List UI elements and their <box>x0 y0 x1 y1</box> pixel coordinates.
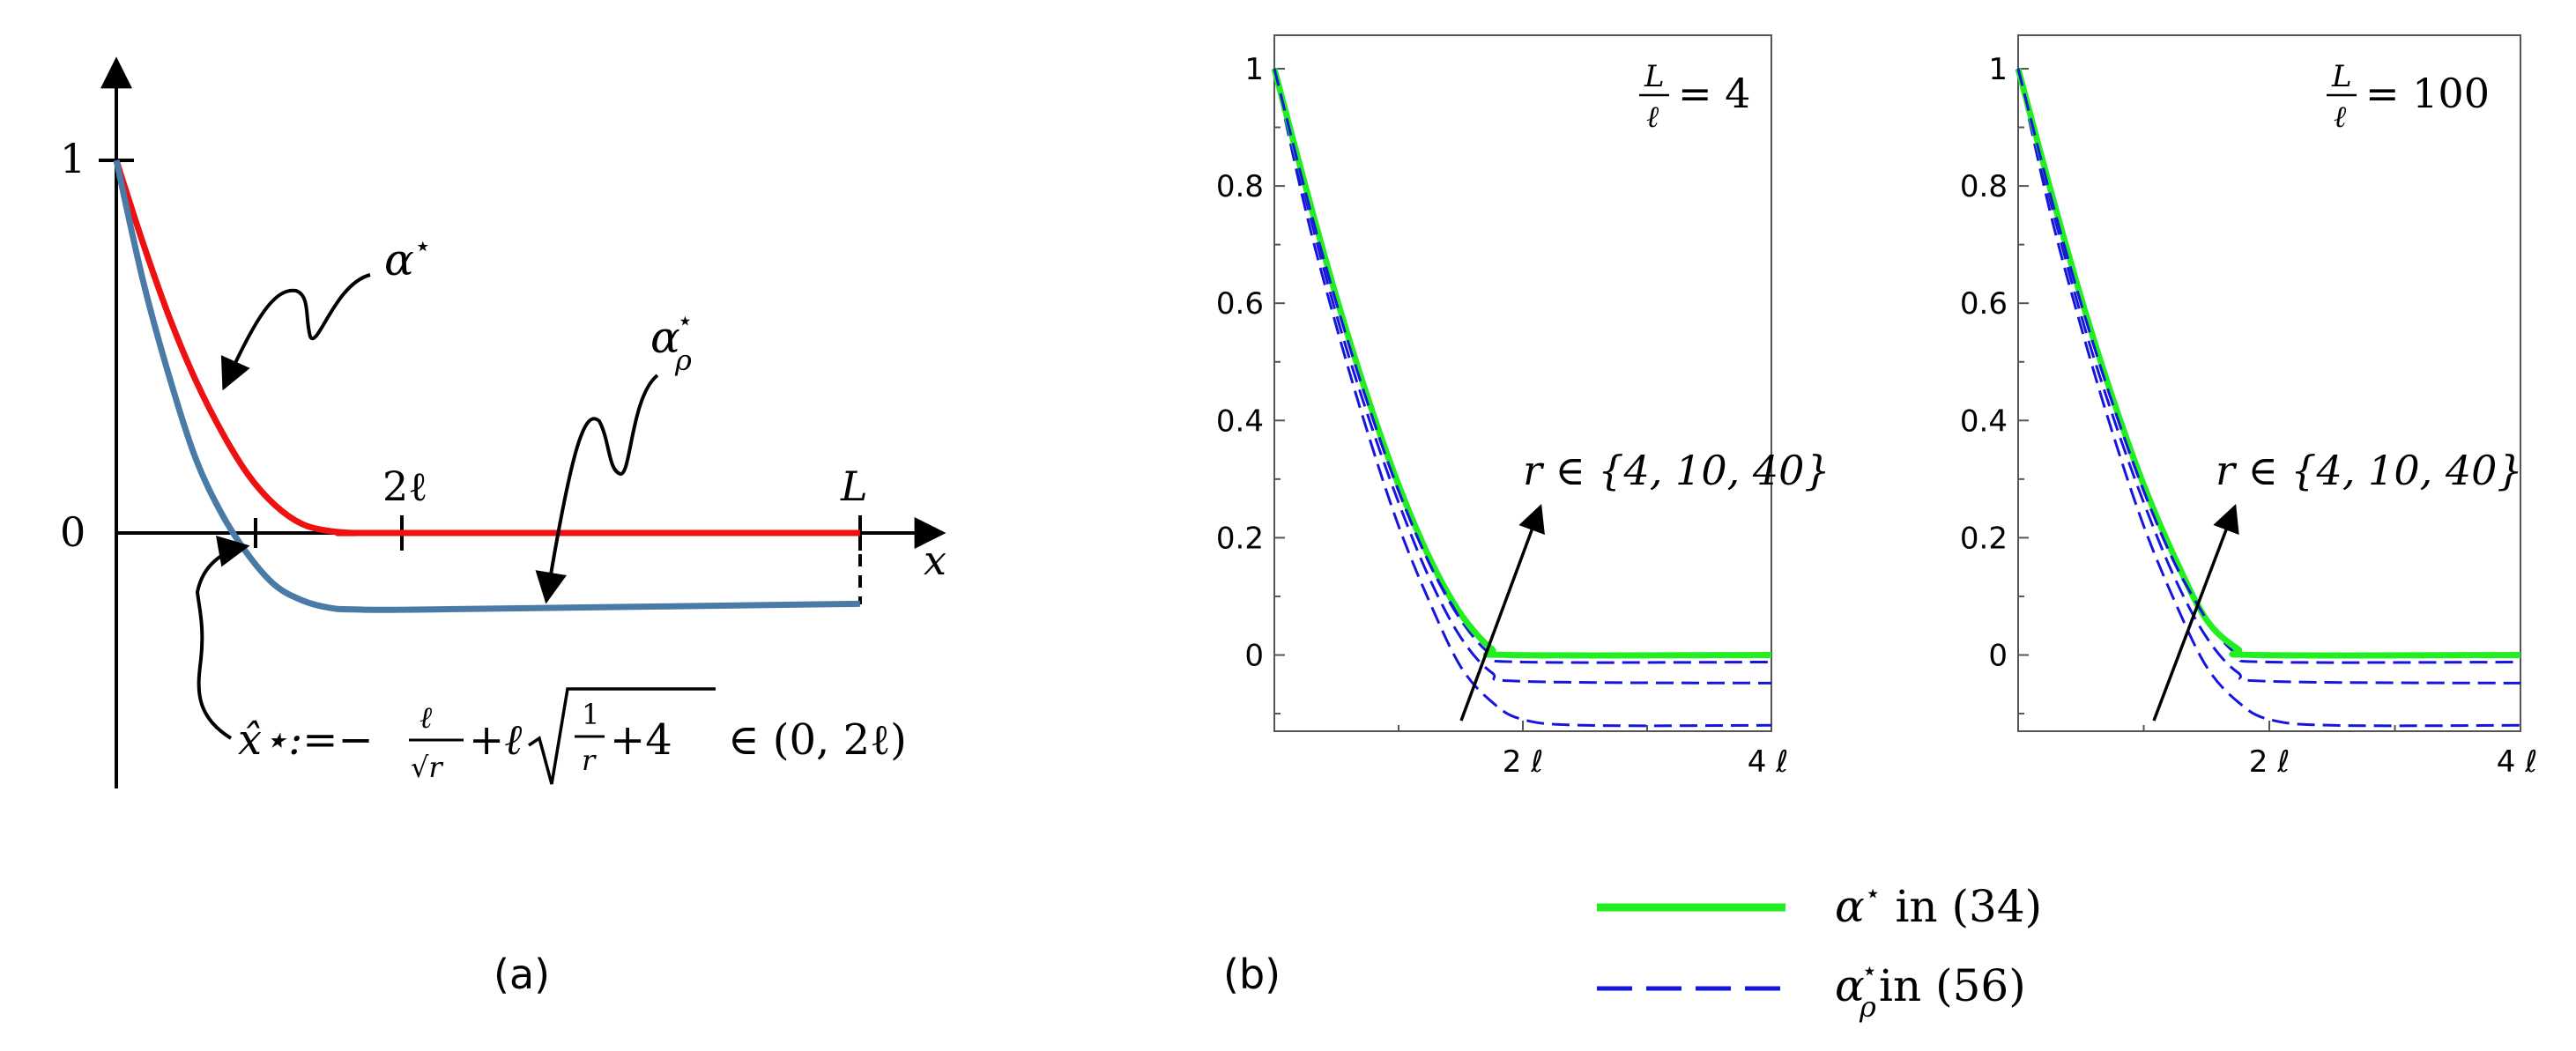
dashed-curve-overlay <box>1273 68 1462 621</box>
x-tick-label: 4 ℓ <box>2497 744 2537 780</box>
x-tick-label: 4 ℓ <box>1748 744 1788 780</box>
svg-text:√r: √r <box>411 751 443 784</box>
y-tick-label: 1 <box>1244 52 1264 87</box>
legend-green-label: α⋆ in (34) <box>1835 878 2042 932</box>
svg-text:r: r <box>582 744 597 777</box>
panel-a-curve-alpha-rho-star <box>113 159 860 613</box>
panel-b-subplot-ratio-4: 0 0.2 0.4 0.6 0.8 1 2 ℓ 4 ℓ r ∈ {4, 10, 40} Lℓ = 4 <box>1216 34 1830 780</box>
svg-text:⋆: ⋆ <box>1861 956 1878 987</box>
dashed-curve-r <box>2016 68 2521 728</box>
subplot-frame <box>2017 34 2521 732</box>
x-tick-label: 2 ℓ <box>1503 744 1543 780</box>
dashed-curve-r <box>1273 68 1772 664</box>
panel-a-alpha-arrow <box>220 273 371 391</box>
r-arrow <box>1459 504 1545 722</box>
y-tick-label: 0.2 <box>1216 521 1264 556</box>
dashed-curve-r <box>1273 68 1772 685</box>
dashed-curve-r <box>2016 68 2521 664</box>
panel-a-y-label-1: 1 <box>60 135 85 182</box>
y-tick-label: 0.4 <box>1960 403 2008 439</box>
panel-b-legend: α⋆ in (34) α ⋆ ρ in (56) <box>1597 878 2042 1024</box>
y-tick-label: 0.8 <box>1216 169 1264 204</box>
panel-a-caption: (a) <box>494 951 550 998</box>
ratio-numerator: L <box>1644 59 1665 94</box>
panel-a-y-label-0: 0 <box>60 508 85 556</box>
ratio-value: = 4 <box>1678 70 1750 117</box>
svg-text:in (56): in (56) <box>1879 960 2026 1011</box>
green-curve-alpha-star <box>2015 68 2521 659</box>
subplot-frame <box>1273 34 1772 732</box>
dashed-curve-r <box>2016 68 2521 685</box>
legend-blue-label: α ⋆ ρ in (56) <box>1835 956 2026 1024</box>
ratio-denominator: ℓ <box>2334 100 2346 135</box>
y-tick-label: 0 <box>1988 638 2008 673</box>
y-tick-label: 0.4 <box>1216 403 1264 439</box>
svg-text:+ℓ: +ℓ <box>469 715 522 765</box>
green-curve-alpha-star <box>1271 68 1772 659</box>
panel-a-alpharho-arrow <box>535 374 659 604</box>
x-tick-label: 2 ℓ <box>2249 744 2290 780</box>
panel-a-curve-alpha-star <box>113 159 860 537</box>
panel-a-xhat-formula: x̂⋆:=− ℓ √r +ℓ 1 r +4 ∈ (0, 2ℓ) <box>238 687 907 785</box>
ratio-value: = 100 <box>2365 70 2490 117</box>
panel-a-x-label-L: L <box>840 463 868 510</box>
dashed-curve-r <box>1273 68 1772 728</box>
panel-a-x-axis-name: x <box>924 537 947 584</box>
svg-text:+4: +4 <box>610 715 672 765</box>
svg-text:ρ: ρ <box>674 344 692 377</box>
y-tick-label: 0.8 <box>1960 169 2008 204</box>
panel-b: 0 0.2 0.4 0.6 0.8 1 2 ℓ 4 ℓ r ∈ {4, 10, 40} Lℓ = 4… <box>1216 34 2537 1024</box>
r-arrow <box>2152 504 2239 722</box>
y-tick-label: 0.6 <box>1960 286 2008 322</box>
panel-b-caption: (b) <box>1223 951 1281 998</box>
panel-a-alpha-label: α⋆ <box>384 229 432 285</box>
y-tick-label: 0.2 <box>1960 521 2008 556</box>
r-set-label: r ∈ {4, 10, 40} <box>2216 447 2523 494</box>
y-tick-label: 1 <box>1988 52 2008 87</box>
svg-text:α: α <box>1835 960 1865 1011</box>
svg-text:1: 1 <box>582 698 599 731</box>
panel-a-x-label-2l: 2ℓ <box>382 463 427 510</box>
svg-text:α: α <box>650 312 680 363</box>
r-set-label: r ∈ {4, 10, 40} <box>1523 447 1830 494</box>
svg-text:ρ: ρ <box>1859 990 1876 1024</box>
ratio-denominator: ℓ <box>1646 100 1659 135</box>
panel-a: 1 0 2ℓ L x α⋆ α ⋆ ρ x̂⋆:=− ℓ √r +ℓ 1 <box>60 56 947 998</box>
svg-text:ℓ: ℓ <box>419 700 432 736</box>
ratio-numerator: L <box>2331 59 2352 94</box>
panel-a-alpharho-label: α ⋆ ρ <box>650 306 694 377</box>
panel-b-subplot-ratio-100: 0 0.2 0.4 0.6 0.8 1 2 ℓ 4 ℓ r ∈ {4, 10, 40} Lℓ = 1… <box>1960 34 2537 780</box>
panel-a-xhat-arrow <box>195 535 250 740</box>
dashed-curve-overlay <box>2016 68 2209 621</box>
svg-text:⋆: ⋆ <box>677 306 694 337</box>
y-tick-label: 0 <box>1244 638 1264 673</box>
svg-text:x̂⋆:=−: x̂⋆:=− <box>238 715 374 765</box>
svg-text:∈ (0, 2ℓ): ∈ (0, 2ℓ) <box>728 715 907 765</box>
y-tick-label: 0.6 <box>1216 286 1264 322</box>
